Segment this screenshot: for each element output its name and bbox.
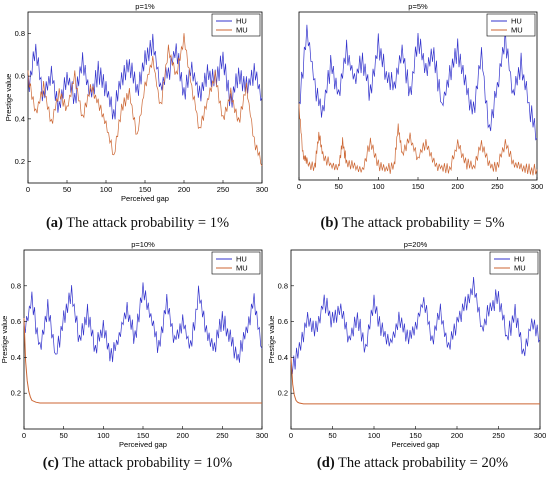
y-tick-label: 0.4 (15, 114, 25, 123)
x-tick-label: 100 (100, 185, 113, 194)
series-line-hu (290, 276, 541, 375)
y-axis-label: Prestige value (0, 316, 9, 364)
x-tick-label: 150 (139, 185, 152, 194)
x-tick-label: 300 (531, 182, 544, 191)
x-tick-label: 200 (176, 431, 189, 440)
caption-d: (d) The attack probability = 20% (275, 455, 550, 472)
caption-c: (c) The attack probability = 10% (0, 455, 275, 472)
chart-panel-b: 0 50 100 150 200 250 300 p=5% HU MU (b) The attac… (275, 0, 550, 239)
chart-title: p=20% (404, 240, 428, 249)
legend-label-mu: MU (236, 264, 248, 273)
y-tick-label: 0.6 (11, 317, 21, 326)
x-tick-label: 100 (97, 431, 110, 440)
chart-title: p=10% (131, 240, 155, 249)
y-tick-label: 0.2 (11, 389, 21, 398)
y-tick-label: 0.8 (15, 29, 25, 38)
x-tick-label: 300 (534, 431, 547, 440)
chart-panel-d: 0 50 100 150 200 250 300 0.2 0.4 0.6 0.8 p=20% Perce… (267, 239, 550, 478)
x-tick-label: 200 (178, 185, 191, 194)
x-tick-label: 50 (59, 431, 67, 440)
x-tick-label: 0 (289, 431, 293, 440)
plot-frame (290, 249, 541, 430)
plot-frame (298, 11, 538, 181)
caption-letter: (a) (45, 215, 63, 231)
x-tick-label: 300 (256, 185, 269, 194)
x-tick-label: 150 (409, 431, 422, 440)
chart-title: p=1% (135, 2, 155, 11)
legend-label-hu: HU (511, 17, 522, 26)
caption-text: The attack probability = 1% (62, 215, 230, 231)
legend-label-mu: MU (511, 26, 523, 35)
y-tick-label: 0.6 (15, 72, 25, 81)
plot-frame (23, 249, 263, 430)
legend-label-hu: HU (514, 255, 525, 264)
y-axis-label: Prestige value (267, 316, 276, 364)
y-tick-label: 0.2 (15, 157, 25, 166)
chart-title: p=5% (408, 2, 428, 11)
y-tick-label: 0.8 (278, 281, 288, 290)
chart-a: 0 50 100 150 200 250 300 0.2 0.4 0.6 0.8 p=1% Percei… (4, 2, 269, 203)
y-axis-label: Prestige value (4, 74, 13, 122)
chart-d: 0 50 100 150 200 250 300 0.2 0.4 0.6 0.8 p=20% Perce… (267, 240, 547, 449)
chart-panel-a: 0 50 100 150 200 250 300 0.2 0.4 0.6 0.8 p=1% Percei… (0, 0, 275, 239)
series-line-mu (27, 33, 263, 167)
caption-text: The attack probability = 10% (58, 455, 233, 471)
x-tick-label: 250 (492, 431, 505, 440)
series-line-hu (23, 282, 263, 363)
x-tick-label: 0 (26, 185, 30, 194)
caption-b: (b) The attack probability = 5% (275, 215, 550, 232)
plot-frame (27, 11, 263, 184)
series-line-mu (290, 357, 540, 405)
x-tick-label: 250 (491, 182, 504, 191)
legend-label-mu: MU (236, 26, 248, 35)
x-tick-label: 250 (216, 431, 229, 440)
caption-a: (a) The attack probability = 1% (0, 215, 275, 232)
series-line-mu (23, 317, 262, 404)
caption-letter: (c) (42, 455, 59, 471)
caption-letter: (b) (320, 215, 339, 231)
legend-label-mu: MU (514, 264, 526, 273)
y-tick-label: 0.8 (11, 281, 21, 290)
x-tick-label: 0 (297, 182, 301, 191)
x-axis-label: Perceived gap (392, 440, 440, 449)
x-tick-label: 50 (328, 431, 336, 440)
series-line-mu (298, 103, 538, 176)
x-tick-label: 50 (334, 182, 342, 191)
chart-c: 0 50 100 150 200 250 300 0.2 0.4 0.6 0.8 p=10% Perce… (0, 240, 269, 449)
x-axis-label: Perceived gap (121, 194, 169, 203)
x-tick-label: 250 (217, 185, 230, 194)
x-tick-label: 200 (451, 182, 464, 191)
chart-panel-c: 0 50 100 150 200 250 300 0.2 0.4 0.6 0.8 p=10% Perce… (0, 239, 275, 478)
y-tick-label: 0.4 (278, 353, 288, 362)
x-tick-label: 100 (372, 182, 385, 191)
caption-text: The attack probability = 5% (338, 215, 505, 231)
y-tick-label: 0.4 (11, 353, 21, 362)
x-tick-label: 150 (137, 431, 150, 440)
x-tick-label: 300 (256, 431, 269, 440)
x-tick-label: 100 (368, 431, 381, 440)
x-axis-label: Perceived gap (119, 440, 167, 449)
legend-label-hu: HU (236, 255, 247, 264)
x-tick-label: 200 (451, 431, 464, 440)
series-line-hu (27, 33, 263, 120)
x-tick-label: 0 (22, 431, 26, 440)
x-tick-label: 50 (63, 185, 71, 194)
caption-text: The attack probability = 20% (334, 455, 509, 471)
legend-label-hu: HU (236, 17, 247, 26)
caption-letter: (d) (316, 455, 335, 471)
x-tick-label: 150 (412, 182, 425, 191)
series-line-hu (298, 24, 538, 141)
y-tick-label: 0.6 (278, 317, 288, 326)
y-tick-label: 0.2 (278, 389, 288, 398)
